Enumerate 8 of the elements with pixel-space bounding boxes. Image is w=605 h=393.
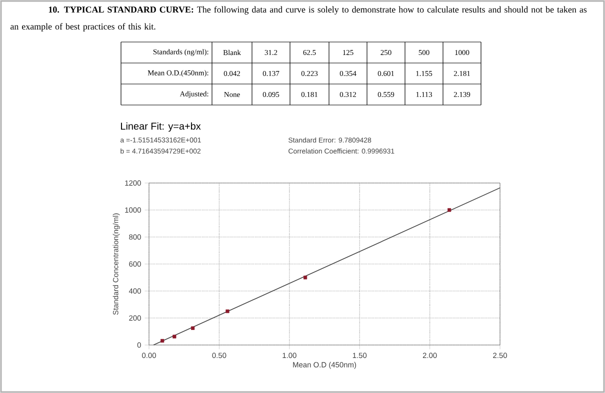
point xyxy=(191,326,195,330)
point xyxy=(226,309,230,314)
point xyxy=(160,339,164,343)
point xyxy=(303,276,308,280)
chart-subtitle: Linear Fit: y=a+bx xyxy=(121,122,201,132)
point xyxy=(448,208,452,212)
chart-title: 10. TYPICAL STANDARD CURVE: The following data and curve is solely to demonstrate how to calculate results and should not be taken as an example of best practices of this kit. xyxy=(10,6,587,32)
point xyxy=(172,334,176,338)
